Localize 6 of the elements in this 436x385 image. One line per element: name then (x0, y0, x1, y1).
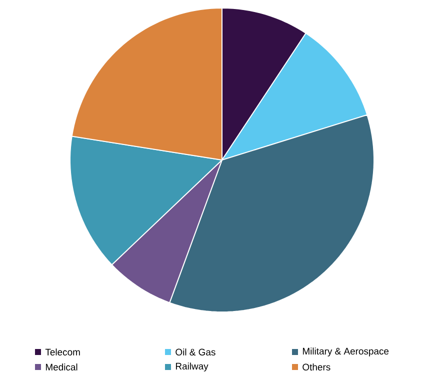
legend-label: Telecom (45, 348, 80, 356)
legend-label: Others (302, 364, 330, 370)
legend-label: Railway (176, 362, 208, 372)
legend-label: Oil & Gas (176, 348, 216, 356)
legend-label: Military & Aerospace (302, 348, 389, 356)
legend-label: Medical (46, 364, 78, 370)
